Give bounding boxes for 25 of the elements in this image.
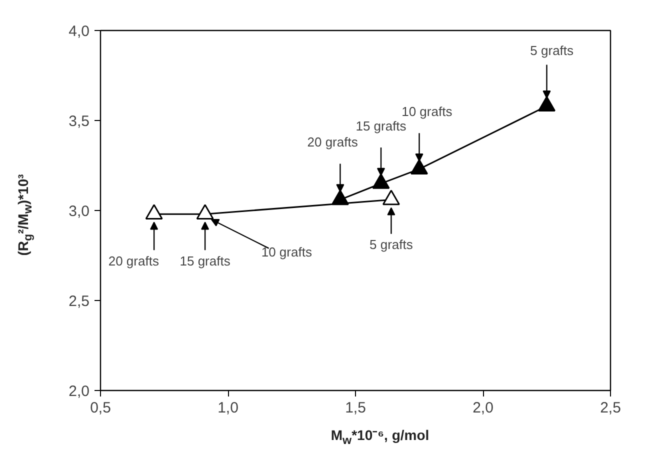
x-tick-label: 2,5: [600, 400, 621, 416]
y-tick-label: 2,5: [68, 293, 90, 310]
y-tick-label: 4,0: [68, 23, 90, 40]
y-tick-label: 3,0: [68, 203, 90, 220]
point: [382, 190, 400, 206]
point: [410, 159, 428, 174]
annotation: 20 grafts: [307, 134, 358, 150]
x-tick-label: 1,5: [345, 400, 366, 416]
annotation: 10 grafts: [402, 104, 453, 119]
point: [372, 174, 390, 189]
point: [196, 204, 214, 220]
annotation: 5 grafts: [370, 237, 414, 252]
annotation: 15 grafts: [180, 253, 231, 268]
x-tick-label: 2,0: [472, 400, 494, 416]
x-axis-title: M$_{w}$*10⁻⁶, g/mol: [330, 426, 430, 449]
y-tick-label: 3,5: [68, 113, 90, 130]
annotation: 5 grafts: [530, 42, 574, 58]
annotation: 15 grafts: [356, 118, 407, 134]
point: [538, 96, 556, 112]
x-tick-label: 1,0: [218, 400, 238, 416]
x-tick-label: 0,5: [90, 400, 111, 416]
annotation: 20 grafts: [108, 253, 160, 268]
point: [145, 204, 163, 220]
y-tick-label: 2,0: [68, 383, 90, 400]
annotation: 10 grafts: [261, 244, 312, 260]
